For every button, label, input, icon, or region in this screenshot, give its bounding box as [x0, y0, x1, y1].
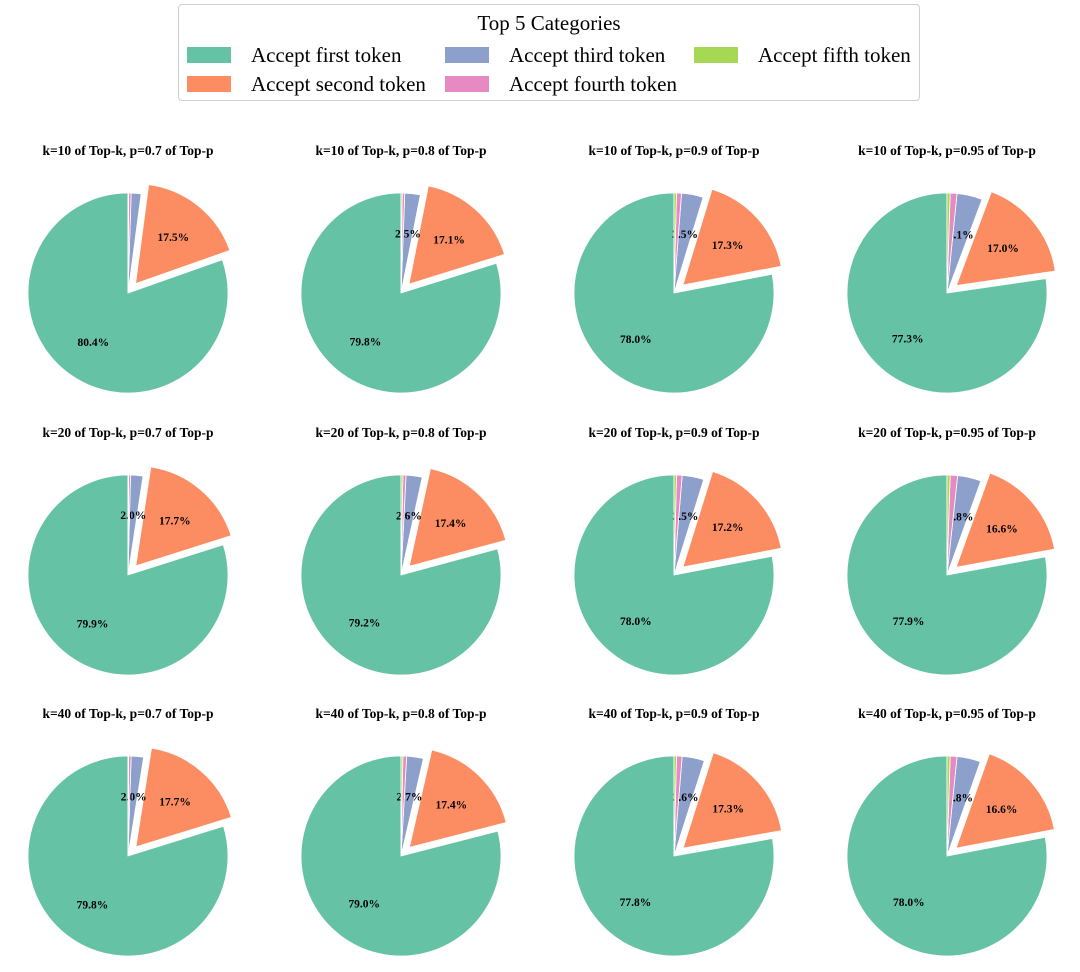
pie-chart: k=10 of Top-k, p=0.8 of Top-p 79.8% 17.1% 2…: [300, 143, 506, 394]
pie-label-third: 4.1%: [948, 230, 974, 242]
pie-label-first: 78.0%: [620, 334, 652, 346]
pie-slice-fifth: [673, 755, 677, 857]
pie-chart: k=20 of Top-k, p=0.7 of Top-p 79.9% 17.7% 2…: [27, 425, 232, 676]
legend-label-second: Accept second token: [251, 71, 426, 96]
pie-title: k=20 of Top-k, p=0.7 of Top-p: [42, 425, 213, 440]
pie-chart: k=10 of Top-k, p=0.95 of Top-p 77.3% 17.0%…: [846, 143, 1056, 394]
pie-slice-second: [408, 749, 507, 848]
pie-label-second: 17.2%: [712, 522, 744, 534]
pie-chart: k=20 of Top-k, p=0.9 of Top-p78.0%17.2%3…: [573, 425, 782, 676]
pie-slice-fifth: [127, 192, 130, 294]
pie-slice-second: [682, 752, 782, 849]
pie-label-third: 2.0%: [120, 510, 146, 522]
pie-title: k=40 of Top-k, p=0.95 of Top-p: [858, 706, 1036, 721]
legend-label-third: Accept third token: [509, 42, 666, 67]
pie-slice-fifth: [946, 192, 951, 294]
legend-item-fifth: Accept fifth token: [694, 43, 911, 67]
pie-slice-second: [408, 468, 507, 567]
pie-title: k=10 of Top-k, p=0.8 of Top-p: [315, 143, 486, 158]
pie-chart: k=20 of Top-k, p=0.8 of Top-p 79.2% 17.4% 2…: [300, 425, 507, 676]
pie-slice-second: [135, 466, 232, 567]
pie-chart: k=10 of Top-k, p=0.9 of Top-p78.0%17.3%3…: [573, 143, 782, 394]
legend-item-fourth: Accept fourth token: [445, 72, 677, 96]
pie-chart: k=20 of Top-k, p=0.95 of Top-p 77.9% 16.6%…: [846, 425, 1055, 676]
pie-label-first: 79.8%: [350, 336, 382, 348]
pie-title: k=20 of Top-k, p=0.9 of Top-p: [588, 425, 759, 440]
legend-swatch-fourth: [445, 76, 489, 92]
pie-label-first: 78.0%: [620, 616, 652, 628]
pie-slice-fifth: [400, 755, 404, 857]
pie-label-first: 79.2%: [349, 618, 381, 630]
pie-label-first: 79.8%: [77, 899, 109, 911]
legend-item-third: Accept third token: [445, 43, 665, 67]
legend-swatch-first: [187, 47, 231, 63]
pie-title: k=10 of Top-k, p=0.95 of Top-p: [858, 143, 1036, 158]
pie-slice-second: [682, 188, 782, 286]
pie-title: k=20 of Top-k, p=0.8 of Top-p: [315, 425, 486, 440]
pie-label-third: 2.7%: [397, 792, 423, 804]
pie-chart: k=10 of Top-k, p=0.7 of Top-p 80.4% 17.5%: [27, 143, 231, 394]
pie-label-third: 3.8%: [947, 792, 973, 804]
pie-label-second: 17.4%: [435, 518, 467, 530]
pie-slice-fifth: [127, 755, 130, 857]
pie-label-third: 2.5%: [395, 228, 421, 240]
legend-swatch-second: [187, 76, 231, 92]
pie-label-third: 3.8%: [948, 512, 974, 524]
legend: Top 5 Categories Accept first token Acce…: [178, 4, 920, 101]
legend-swatch-third: [445, 47, 489, 63]
pie-chart: k=40 of Top-k, p=0.95 of Top-p 78.0% 16.6%…: [846, 706, 1055, 957]
pie-label-first: 78.0%: [893, 897, 925, 909]
pie-label-second: 17.1%: [433, 234, 465, 246]
legend-item-first: Accept first token: [187, 43, 401, 67]
legend-item-second: Accept second token: [187, 72, 426, 96]
pie-title: k=10 of Top-k, p=0.9 of Top-p: [588, 143, 759, 158]
pie-label-first: 77.9%: [893, 616, 925, 628]
pie-title: k=10 of Top-k, p=0.7 of Top-p: [42, 143, 213, 158]
legend-label-first: Accept first token: [251, 42, 402, 67]
pie-label-third: 2.6%: [396, 511, 422, 523]
pie-slice-fifth: [400, 192, 403, 294]
pie-label-third: 2.0%: [121, 791, 147, 803]
pie-slice-fifth: [673, 474, 677, 576]
pie-label-second: 17.3%: [712, 240, 744, 252]
pie-slice-second: [955, 472, 1055, 568]
pie-title: k=40 of Top-k, p=0.9 of Top-p: [588, 706, 759, 721]
legend-label-fifth: Accept fifth token: [758, 42, 911, 67]
pie-slice-fifth: [673, 192, 677, 294]
pie-label-second: 17.5%: [158, 232, 190, 244]
pie-slice-second: [135, 747, 232, 848]
pie-slice-fifth: [127, 474, 130, 576]
pie-label-first: 79.0%: [348, 898, 380, 910]
pie-slice-second: [135, 184, 231, 285]
pie-title: k=40 of Top-k, p=0.7 of Top-p: [42, 706, 213, 721]
pie-label-second: 17.3%: [712, 804, 744, 816]
pie-slice-second: [682, 471, 782, 568]
pie-slice-fifth: [946, 474, 951, 576]
pie-label-second: 17.7%: [159, 797, 191, 809]
pie-slice-second: [955, 753, 1055, 849]
pie-slice-second: [408, 185, 506, 285]
pie-title: k=40 of Top-k, p=0.8 of Top-p: [315, 706, 486, 721]
pie-chart: k=40 of Top-k, p=0.9 of Top-p77.8%17.3%3…: [573, 706, 782, 957]
legend-label-fourth: Accept fourth token: [509, 71, 677, 96]
pie-slice-fifth: [400, 474, 404, 576]
pie-label-first: 80.4%: [78, 337, 110, 349]
pie-chart: k=40 of Top-k, p=0.8 of Top-p 79.0% 17.4% 2…: [300, 706, 507, 957]
pie-label-second: 17.7%: [159, 515, 191, 527]
pie-label-second: 16.6%: [986, 523, 1018, 535]
pie-label-second: 17.4%: [435, 799, 467, 811]
pie-slice-fifth: [946, 755, 951, 857]
pie-label-first: 77.8%: [620, 897, 652, 909]
pie-label-first: 77.3%: [892, 333, 924, 345]
pie-label-second: 17.0%: [987, 243, 1019, 255]
pie-title: k=20 of Top-k, p=0.95 of Top-p: [858, 425, 1036, 440]
pie-label-second: 16.6%: [986, 804, 1018, 816]
pie-label-first: 79.9%: [77, 618, 109, 630]
pie-chart: k=40 of Top-k, p=0.7 of Top-p 79.8% 17.7% 2…: [27, 706, 232, 957]
legend-title: Top 5 Categories: [477, 11, 621, 35]
legend-swatch-fifth: [694, 47, 738, 63]
pie-slice-second: [955, 191, 1056, 286]
